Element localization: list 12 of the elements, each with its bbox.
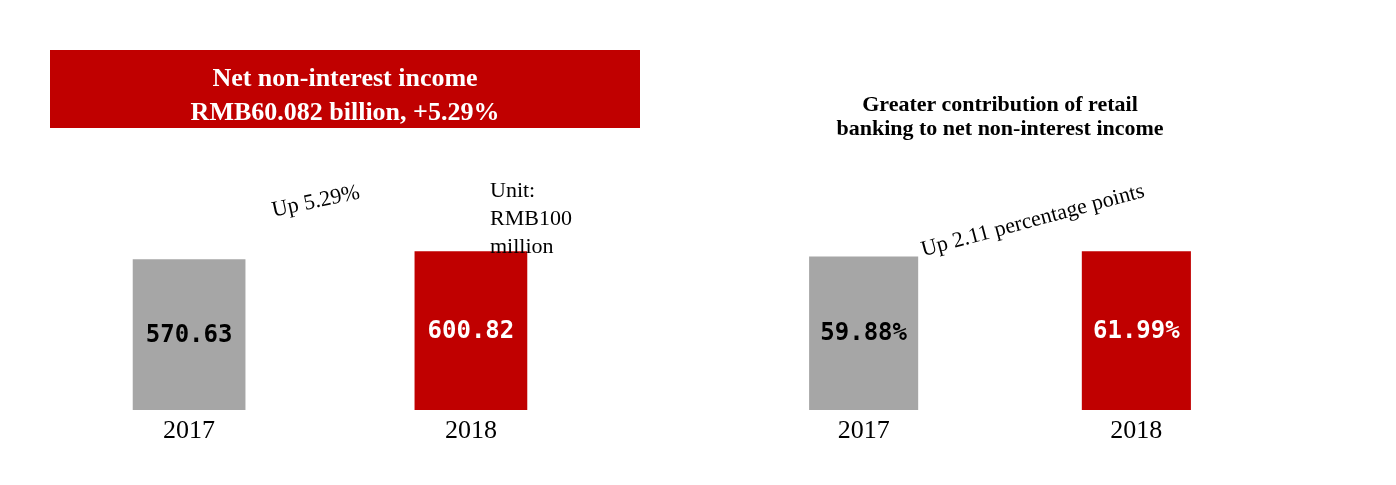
x-tick-label: 2017 xyxy=(837,414,890,444)
x-tick-label: 2018 xyxy=(1110,414,1163,444)
chart-title: Net non-interest income RMB60.082 billion, +5.29% xyxy=(190,63,500,126)
data-label: 59.88% xyxy=(820,318,908,347)
x-tick-label: 2018 xyxy=(444,414,497,444)
chart-title: Greater contribution of retail banking to net non-interest income xyxy=(836,91,1164,140)
data-label: 61.99% xyxy=(1093,315,1181,344)
text: Up 5.29% xyxy=(269,178,362,222)
x-tick-label: 2017 xyxy=(163,414,216,444)
annotation: Unit: RMB100 million xyxy=(490,177,572,258)
data-label: 600.82 xyxy=(427,315,515,344)
data-label: 570.63 xyxy=(145,319,233,348)
